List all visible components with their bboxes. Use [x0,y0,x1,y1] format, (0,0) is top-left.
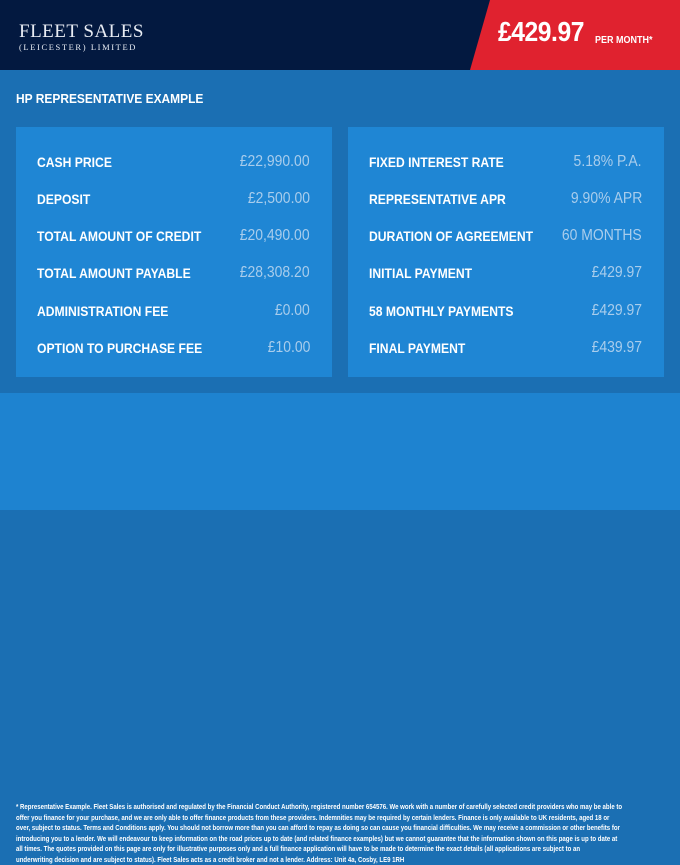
disclaimer-line: underwriting decision and are subject to… [16,855,622,865]
row-label: DURATION OF AGREEMENT [369,229,533,244]
row-value: £2,500.00 [248,190,310,208]
finance-row: FIXED INTEREST RATE 5.18% P.A. [369,152,642,172]
disclaimer-text: * Representative Example. Fleet Sales is… [16,802,680,865]
finance-details-right: FIXED INTEREST RATE 5.18% P.A. REPRESENTAT… [348,127,664,377]
row-value: £28,308.20 [240,264,310,282]
row-value: £439.97 [592,339,642,357]
row-label: 58 MONTHLY PAYMENTS [369,304,513,319]
disclaimer-line: all times. The quotes provided on this p… [16,844,622,855]
finance-row: TOTAL AMOUNT OF CREDIT £20,490.00 [37,226,310,246]
finance-details-left: CASH PRICE £22,990.00 DEPOSIT £2,500.00 TOTA… [16,127,332,377]
disclaimer-line: introducing you to a lender. We will end… [16,834,622,845]
row-label: TOTAL AMOUNT OF CREDIT [37,229,201,244]
logo[interactable]: FLEET SALES (LEICESTER) LIMITED [19,22,144,52]
row-value: 60 MONTHS [562,227,642,245]
finance-row: TOTAL AMOUNT PAYABLE £28,308.20 [37,263,310,283]
logo-subtitle: (LEICESTER) LIMITED [19,42,144,52]
finance-row: DEPOSIT £2,500.00 [37,189,310,209]
section-title: HP REPRESENTATIVE EXAMPLE [16,91,203,106]
disclaimer-line: offer you finance for your purchase, and… [16,813,622,824]
row-label: OPTION TO PURCHASE FEE [37,341,202,356]
finance-row: 58 MONTHLY PAYMENTS £429.97 [369,301,642,321]
row-label: CASH PRICE [37,155,112,170]
row-value: £22,990.00 [240,153,310,171]
row-value: 5.18% P.A. [574,153,642,171]
row-label: REPRESENTATIVE APR [369,192,506,207]
disclaimer-line: * Representative Example. Fleet Sales is… [16,802,622,813]
row-value: 9.90% APR [571,190,642,208]
disclaimer-footer: * Representative Example. Fleet Sales is… [0,393,680,510]
finance-row: DURATION OF AGREEMENT 60 MONTHS [369,226,642,246]
monthly-price: £429.97 [498,16,584,48]
finance-row: REPRESENTATIVE APR 9.90% APR [369,189,642,209]
row-value: £10.00 [267,339,310,357]
row-label: INITIAL PAYMENT [369,266,472,281]
row-value: £429.97 [592,302,642,320]
logo-name: FLEET SALES [19,22,144,42]
finance-row: INITIAL PAYMENT £429.97 [369,263,642,283]
row-value: £429.97 [592,264,642,282]
per-month-label: PER MONTH* [595,35,653,46]
disclaimer-line: over, subject to status. Terms and Condi… [16,823,622,834]
row-label: DEPOSIT [37,192,90,207]
row-value: £20,490.00 [240,227,310,245]
finance-row: ADMINISTRATION FEE £0.00 [37,301,310,321]
row-label: FIXED INTEREST RATE [369,155,504,170]
finance-row: CASH PRICE £22,990.00 [37,152,310,172]
row-label: FINAL PAYMENT [369,341,465,356]
row-value: £0.00 [275,302,310,320]
row-label: ADMINISTRATION FEE [37,304,168,319]
finance-row: FINAL PAYMENT £439.97 [369,338,642,358]
finance-row: OPTION TO PURCHASE FEE £10.00 [37,338,310,358]
row-label: TOTAL AMOUNT PAYABLE [37,266,191,281]
